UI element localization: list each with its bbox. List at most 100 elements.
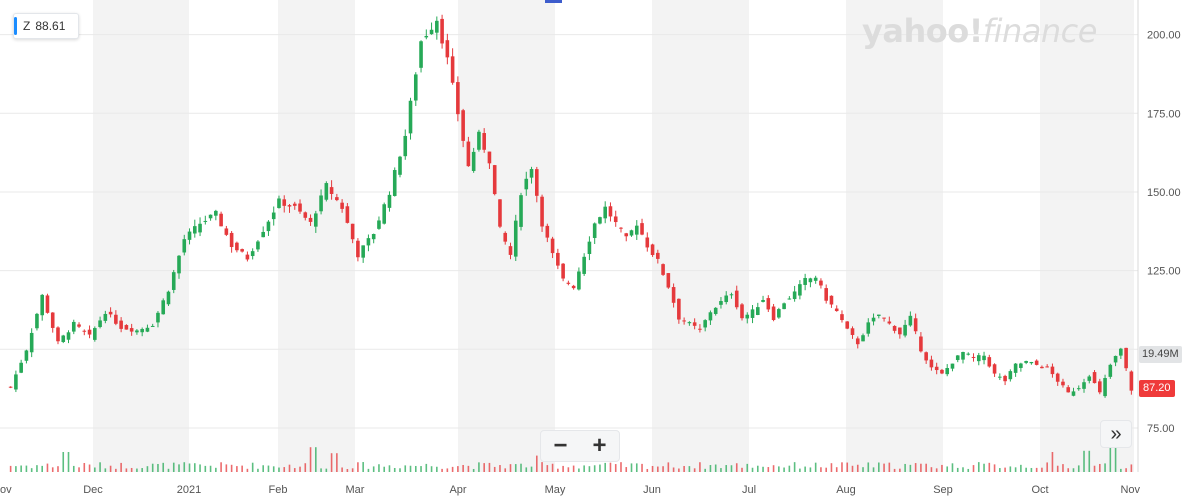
y-tick-label: 125.00 — [1147, 266, 1181, 278]
volume-bar — [972, 465, 975, 472]
candle-body — [1019, 363, 1023, 368]
volume-bar — [462, 464, 464, 472]
volume-bar — [641, 463, 643, 472]
candle-body — [356, 240, 360, 258]
candle-body — [924, 352, 928, 361]
ticker-badge[interactable]: Z 88.61 — [13, 13, 80, 39]
volume-bar — [293, 468, 296, 472]
candle-body — [640, 223, 644, 235]
volume-bar — [893, 468, 896, 472]
candle-body — [271, 212, 276, 220]
volume-bar — [378, 464, 380, 472]
candle-body — [976, 355, 981, 362]
volume-bar — [878, 462, 880, 472]
volume-bar — [330, 453, 333, 472]
candle-body — [187, 231, 192, 240]
volume-bar — [430, 466, 433, 472]
volume-bar — [578, 468, 580, 472]
time-axis-labels: ov Dec 2021 Feb Mar Apr May Jun Jul Aug Sep Oct Nov — [0, 484, 1140, 496]
volume-bar — [215, 467, 217, 472]
volume-bar — [977, 462, 980, 472]
volume-bar — [304, 463, 307, 472]
candle-body — [519, 195, 523, 227]
candle-body — [808, 278, 813, 283]
volume-bar — [457, 466, 459, 472]
volume-bar — [888, 462, 891, 472]
volume-bar — [467, 465, 470, 472]
volume-bar — [51, 467, 54, 472]
candle-body — [403, 135, 408, 157]
candle-body — [303, 212, 308, 218]
volume-bar — [399, 468, 401, 472]
candle-body — [419, 41, 423, 68]
expand-chart-button[interactable]: » — [1100, 420, 1132, 448]
volume-bar — [209, 465, 212, 472]
candle-body — [1055, 373, 1060, 382]
candle-body — [661, 264, 665, 275]
candle-body — [387, 194, 392, 208]
candle-body — [913, 318, 918, 332]
candle-body — [513, 220, 518, 257]
candle-body — [834, 308, 839, 312]
candle-body — [987, 357, 992, 367]
candle-body — [466, 141, 471, 167]
volume-bar — [136, 468, 138, 472]
volume-bar — [993, 464, 996, 472]
volume-bar — [946, 466, 949, 472]
candle-body — [903, 324, 907, 336]
volume-bar — [109, 465, 112, 472]
candle-body — [582, 256, 586, 274]
grid-lines — [0, 34, 1138, 429]
volume-bar — [241, 465, 243, 472]
candle-body — [198, 223, 202, 233]
candle-body — [503, 232, 508, 242]
volume-bar — [1098, 463, 1101, 472]
zoom-out-button[interactable]: − — [553, 432, 568, 459]
volume-bar — [362, 462, 364, 472]
volume-bar — [1062, 464, 1064, 472]
candle-body — [435, 20, 439, 33]
candle-body — [898, 327, 902, 335]
candle-body — [224, 228, 229, 235]
candle-body — [682, 320, 686, 322]
volume-bar — [172, 462, 175, 472]
candle-body — [319, 195, 323, 212]
candle-body — [71, 321, 76, 332]
volume-bar — [988, 462, 991, 472]
candle-body — [156, 312, 160, 323]
volume-bar — [383, 466, 386, 472]
volume-bar — [393, 467, 396, 472]
volume-bar — [557, 468, 559, 472]
candle-body — [1108, 364, 1113, 377]
volume-bar — [1035, 467, 1038, 472]
zoom-in-button[interactable]: + — [592, 432, 607, 459]
volume-bar — [588, 466, 591, 472]
volume-bar — [204, 465, 207, 472]
volume-bar — [1109, 443, 1112, 472]
volume-bar — [351, 468, 354, 472]
volume-bar — [730, 465, 733, 472]
candle-body — [140, 328, 144, 333]
candle-body — [882, 317, 886, 319]
volume-bar — [593, 465, 596, 472]
candle-body — [161, 300, 166, 315]
volume-bar — [635, 463, 638, 472]
volume-bar — [572, 465, 575, 472]
y-tick-label: 200.00 — [1147, 30, 1181, 42]
volume-bar — [83, 462, 86, 472]
zoom-controls: − + — [540, 430, 620, 462]
volume-bar — [99, 462, 101, 472]
volume-bar — [483, 463, 485, 472]
candle-body — [324, 183, 329, 200]
volume-bar — [672, 467, 675, 472]
candle-body — [713, 307, 718, 314]
volume-bar — [630, 463, 633, 472]
volume-bar — [451, 466, 454, 472]
volume-bar — [509, 464, 512, 472]
volume-bar — [346, 468, 349, 472]
volume-bar — [530, 466, 533, 472]
candle-body — [1029, 361, 1034, 364]
candle-body — [245, 254, 250, 260]
